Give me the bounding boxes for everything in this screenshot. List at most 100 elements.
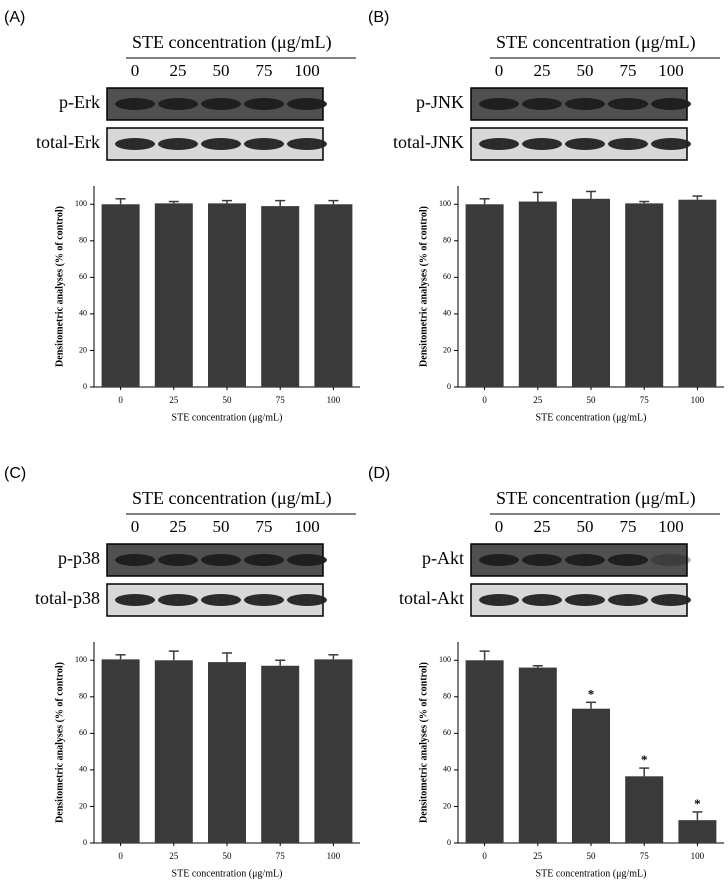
x-tick-label: 50	[223, 395, 233, 405]
band	[201, 554, 241, 566]
lane-label: 50	[577, 517, 594, 536]
x-tick-label: 0	[482, 395, 487, 405]
band	[287, 98, 327, 110]
significance-mark: *	[641, 752, 648, 767]
x-tick-label: 0	[118, 395, 123, 405]
band	[244, 98, 284, 110]
band	[608, 554, 648, 566]
y-tick-label: 100	[75, 199, 87, 208]
band	[158, 554, 198, 566]
y-tick-label: 100	[439, 655, 451, 664]
band	[565, 138, 605, 150]
lane-label: 75	[620, 61, 637, 80]
bar	[678, 199, 717, 387]
band	[244, 138, 284, 150]
y-tick-label: 40	[443, 765, 451, 774]
y-axis-label: Densitometric analyses (% of control)	[54, 206, 65, 367]
panel-label: (A)	[4, 9, 25, 26]
blot-title: STE concentration (μg/mL)	[132, 488, 332, 509]
bar	[101, 204, 140, 387]
bar	[101, 659, 140, 843]
y-tick-label: 40	[443, 309, 451, 318]
lane-label: 0	[131, 517, 140, 536]
blot-row-label: p-JNK	[416, 92, 464, 112]
y-tick-label: 100	[439, 199, 451, 208]
lane-label: 0	[495, 517, 504, 536]
lane-label: 100	[658, 517, 684, 536]
bar	[465, 660, 504, 843]
x-tick-label: 75	[276, 851, 286, 861]
x-tick-label: 100	[327, 395, 341, 405]
x-tick-label: 0	[118, 851, 123, 861]
band	[565, 98, 605, 110]
band	[115, 594, 155, 606]
blot-title: STE concentration (μg/mL)	[496, 32, 696, 53]
x-tick-label: 100	[691, 851, 705, 861]
bar	[678, 820, 717, 843]
band	[479, 554, 519, 566]
x-tick-label: 75	[640, 851, 650, 861]
x-tick-label: 50	[587, 395, 597, 405]
band	[115, 98, 155, 110]
y-tick-label: 80	[79, 236, 87, 245]
bar	[208, 203, 246, 387]
y-tick-label: 0	[447, 838, 451, 847]
blot-row-label: total-Erk	[36, 132, 100, 152]
bar	[208, 662, 246, 843]
band	[244, 594, 284, 606]
y-tick-label: 40	[79, 309, 87, 318]
lane-label: 100	[294, 61, 320, 80]
blot-row-label: total-JNK	[393, 132, 464, 152]
band	[287, 138, 327, 150]
bar	[261, 206, 300, 387]
x-axis-label: STE concentration (μg/mL)	[172, 412, 283, 423]
panel-label: (C)	[4, 465, 26, 482]
lane-label: 25	[534, 517, 551, 536]
blot-row-label: p-Akt	[422, 548, 464, 568]
y-tick-label: 80	[443, 692, 451, 701]
lane-label: 50	[213, 517, 230, 536]
band	[651, 554, 691, 566]
bar	[154, 660, 193, 843]
band	[522, 138, 562, 150]
y-tick-label: 80	[79, 692, 87, 701]
lane-label: 50	[213, 61, 230, 80]
x-tick-label: 25	[533, 395, 543, 405]
band	[201, 594, 241, 606]
lane-label: 25	[534, 61, 551, 80]
y-tick-label: 60	[79, 272, 87, 281]
y-tick-label: 60	[443, 728, 451, 737]
band	[115, 554, 155, 566]
band	[201, 98, 241, 110]
x-axis-label: STE concentration (μg/mL)	[172, 868, 283, 879]
bar	[261, 665, 300, 843]
y-tick-label: 20	[79, 345, 87, 354]
band	[522, 554, 562, 566]
band	[479, 594, 519, 606]
bar	[518, 667, 557, 843]
panel: (D) STE concentration (μg/mL) 0 25 50 75 100 p-…	[368, 465, 724, 879]
lane-label: 75	[256, 61, 273, 80]
band	[244, 554, 284, 566]
x-tick-label: 50	[223, 851, 233, 861]
lane-label: 25	[170, 61, 187, 80]
significance-mark: *	[694, 796, 701, 811]
y-tick-label: 20	[443, 345, 451, 354]
band	[158, 98, 198, 110]
lane-label: 25	[170, 517, 187, 536]
band	[522, 98, 562, 110]
y-tick-label: 40	[79, 765, 87, 774]
band	[115, 138, 155, 150]
lane-label: 100	[294, 517, 320, 536]
band	[158, 594, 198, 606]
lane-label: 0	[131, 61, 140, 80]
band	[651, 594, 691, 606]
x-tick-label: 25	[169, 851, 179, 861]
blot-row-label: total-Akt	[399, 588, 464, 608]
bar	[465, 204, 504, 387]
bar	[154, 203, 193, 387]
bar	[625, 776, 664, 843]
lane-label: 75	[256, 517, 273, 536]
panel: (A) STE concentration (μg/mL) 0 25 50 75 100 p-…	[4, 9, 360, 423]
